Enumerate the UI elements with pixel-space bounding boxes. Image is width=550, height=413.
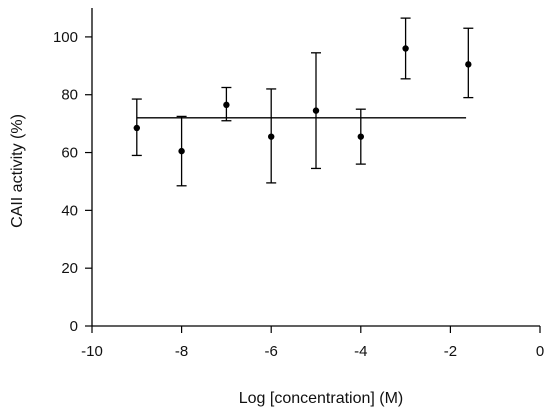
axes: [91, 8, 540, 327]
x-tick-label: -8: [175, 343, 188, 360]
data-point: [312, 107, 320, 114]
y-tick-label: 100: [53, 29, 78, 46]
y-tick-label: 0: [70, 318, 78, 335]
x-tick-label: -6: [265, 343, 278, 360]
y-axis-label: CAII activity (%): [9, 114, 26, 228]
y-tick-label: 80: [61, 87, 78, 104]
error-bars: [131, 17, 474, 187]
y-tick-label: 40: [61, 202, 78, 219]
data-point: [357, 133, 364, 140]
x-axis-label: Log [concentration] (M): [239, 390, 404, 407]
x-tick-label: -2: [444, 343, 457, 360]
data-point: [223, 101, 230, 109]
x-tick-label: 0: [536, 343, 544, 360]
x-tick-label: -4: [354, 343, 367, 360]
y-tick-label: 20: [61, 260, 78, 277]
y-tick-label: 60: [61, 145, 78, 162]
data-point: [402, 45, 409, 52]
data-point: [465, 61, 472, 68]
data-point: [178, 147, 185, 155]
ticks: -10 -8 -6 -4 -2 0 0 20 40 60 80 100: [53, 29, 544, 360]
data-point: [268, 133, 275, 140]
data-point: [133, 124, 140, 132]
data-points: [133, 45, 472, 155]
x-tick-label: -10: [81, 343, 103, 360]
